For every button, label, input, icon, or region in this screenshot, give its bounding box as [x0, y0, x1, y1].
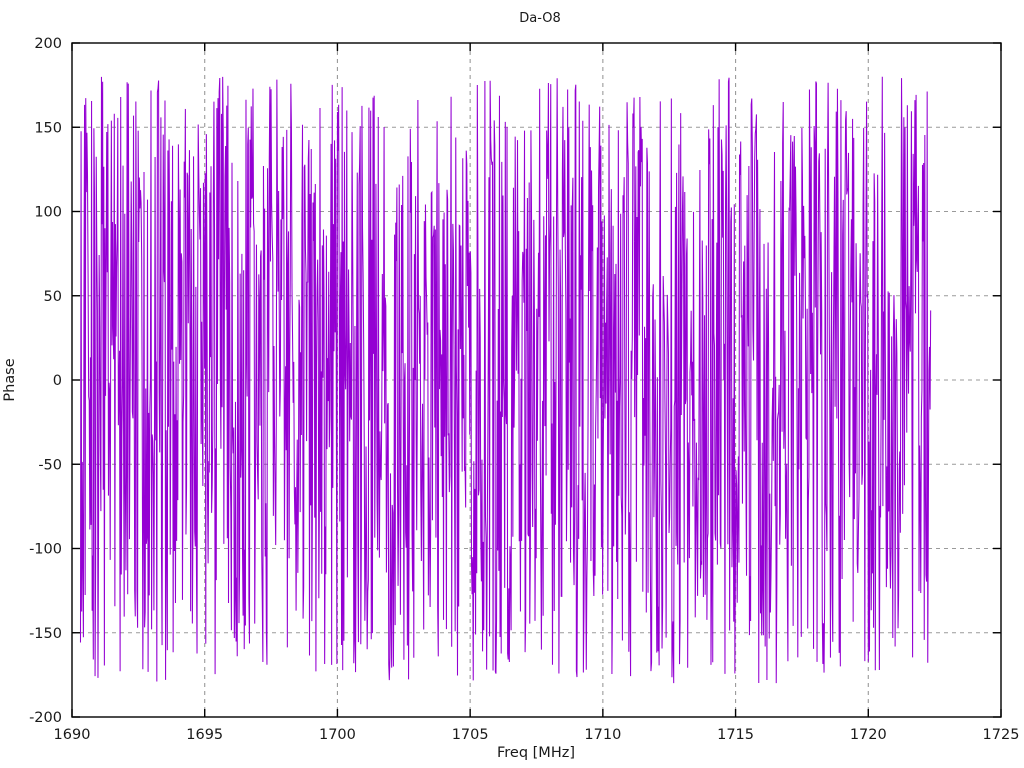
y-tick-label: 100	[34, 205, 62, 221]
y-tick-label: -50	[38, 457, 62, 473]
x-tick-label: 1695	[186, 727, 223, 743]
x-tick-label: 1725	[983, 727, 1020, 743]
x-axis-tick-labels: 1690 1695 1700 1705 1710 1715 1720 1725	[54, 727, 1020, 743]
y-tick-label: 200	[34, 36, 62, 52]
chart-title: Da-O8	[519, 11, 561, 26]
data-series	[79, 76, 932, 684]
x-tick-label: 1715	[717, 727, 754, 743]
x-axis-label: Freq [MHz]	[497, 745, 575, 761]
x-tick-label: 1720	[850, 727, 887, 743]
y-tick-label: 0	[53, 373, 62, 389]
y-tick-label: 150	[34, 120, 62, 136]
y-tick-label: -100	[29, 542, 62, 558]
x-tick-label: 1705	[452, 727, 489, 743]
x-tick-label: 1690	[54, 727, 91, 743]
x-tick-label: 1700	[319, 727, 356, 743]
x-tick-label: 1710	[584, 727, 621, 743]
y-tick-label: -150	[29, 626, 62, 642]
y-tick-label: 50	[44, 289, 62, 305]
plot-frame	[71, 42, 1002, 718]
y-axis-label: Phase	[2, 358, 18, 401]
y-tick-label: -200	[29, 710, 62, 726]
series-line-phase	[79, 76, 932, 684]
y-axis-tick-labels: -200 -150 -100 -50 0 50 100 150 200	[29, 36, 62, 726]
